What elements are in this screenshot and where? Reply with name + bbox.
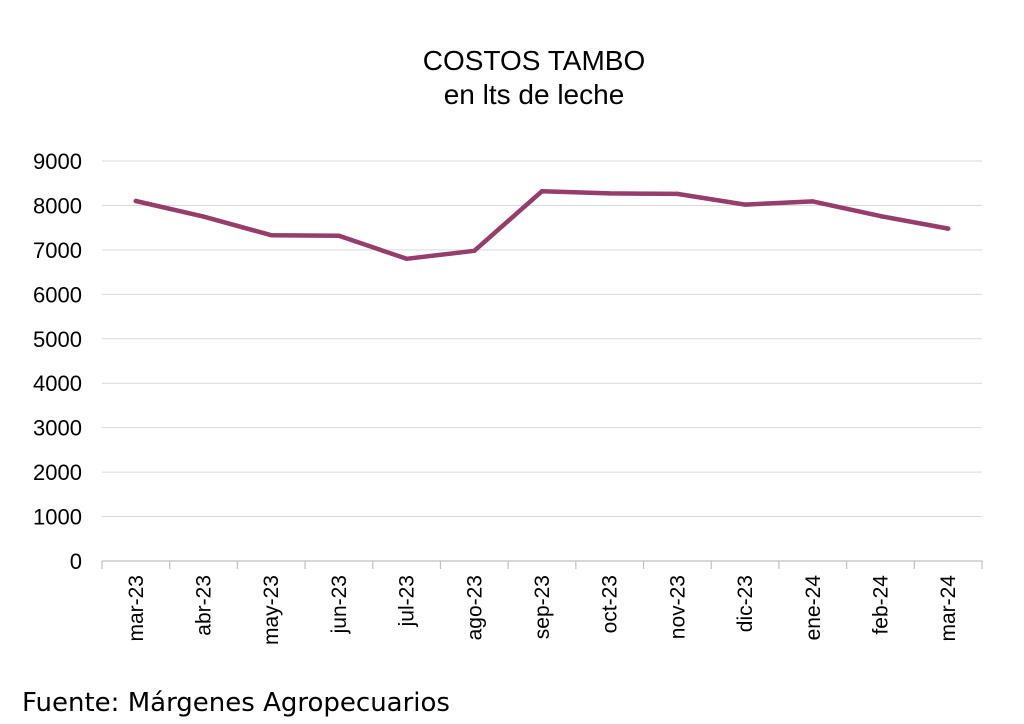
- x-tick-label: jun-23: [328, 575, 351, 634]
- data-point: [607, 191, 612, 196]
- y-tick-label: 7000: [33, 238, 82, 263]
- series-layer: [133, 188, 951, 262]
- data-point: [810, 199, 815, 204]
- data-point: [404, 256, 409, 261]
- x-tick-label: oct-23: [599, 575, 622, 633]
- y-tick-label: 1000: [33, 505, 82, 530]
- data-point: [878, 213, 883, 219]
- x-tick-label: sep-23: [531, 575, 554, 639]
- data-point: [539, 189, 545, 194]
- y-tick-label: 4000: [33, 371, 82, 396]
- data-point: [675, 191, 680, 197]
- y-tick-label: 6000: [33, 282, 82, 307]
- line-chart: 0 1000 2000 3000 4000 5000 6000 7000 8000 9000 ma…: [33, 149, 983, 645]
- y-tick-label: 9000: [33, 149, 82, 174]
- chart-title: COSTOS TAMBO: [422, 45, 646, 76]
- x-axis: mar-23 abr-23 may-23 jun-23 jul-23 ago-23 sep-…: [101, 560, 983, 645]
- x-tick-label: feb-24: [869, 575, 892, 635]
- data-point: [472, 248, 477, 253]
- y-tick-label: 2000: [33, 460, 82, 485]
- data-point: [133, 198, 139, 204]
- gridlines: [102, 160, 982, 518]
- y-tick-label: 0: [70, 549, 82, 574]
- data-point: [269, 233, 274, 238]
- x-tick-label: jul-23: [396, 575, 419, 627]
- y-tick-label: 8000: [33, 193, 82, 218]
- x-tick-label: ago-23: [463, 575, 486, 640]
- x-tick-label: nov-23: [666, 575, 689, 639]
- x-tick-label: dic-23: [734, 575, 757, 632]
- y-tick-label: 3000: [33, 416, 82, 441]
- y-tick-label: 5000: [33, 327, 82, 352]
- x-tick-label: abr-23: [193, 575, 216, 636]
- data-point: [945, 226, 951, 231]
- y-axis-ticks: 0 1000 2000 3000 4000 5000 6000 7000 8000 9000: [33, 149, 82, 574]
- source-note: Fuente: Márgenes Agropecuarios: [22, 688, 450, 718]
- data-point: [336, 233, 342, 238]
- x-tick-label: ene-24: [802, 575, 825, 641]
- x-tick-label: mar-24: [937, 575, 960, 642]
- x-tick-label: may-23: [260, 575, 283, 645]
- chart-subtitle: en lts de leche: [443, 79, 625, 110]
- series-line: [133, 188, 951, 262]
- data-point: [201, 214, 206, 219]
- x-tick-label: mar-23: [125, 575, 148, 642]
- data-point: [742, 202, 748, 207]
